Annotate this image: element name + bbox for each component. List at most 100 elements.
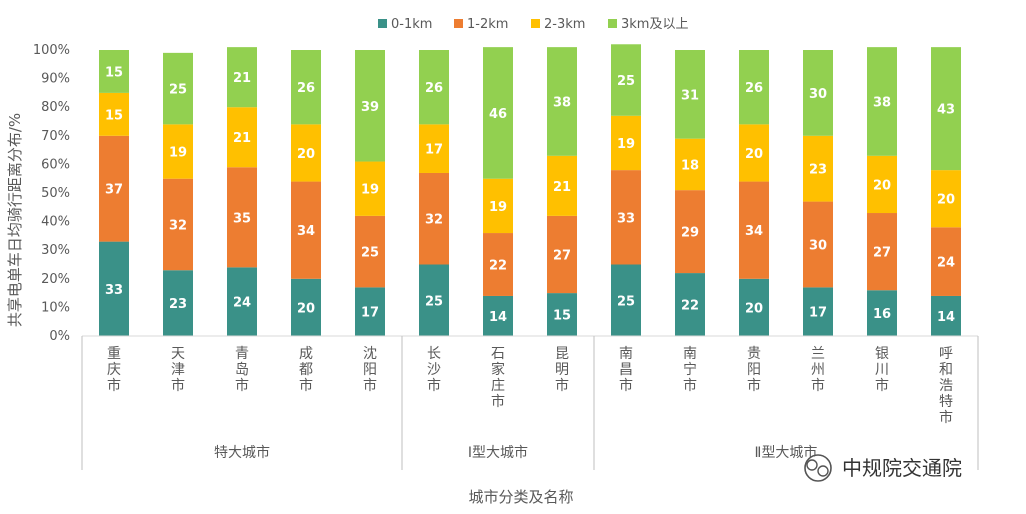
x-axis-title: 城市分类及名称 (468, 488, 573, 506)
data-label: 26 (745, 81, 763, 96)
data-label: 16 (873, 307, 891, 322)
bar-segment (483, 47, 513, 179)
y-tick-label: 70% (41, 129, 70, 144)
bar-segment (355, 161, 385, 216)
data-label: 21 (233, 71, 251, 86)
data-label: 20 (297, 147, 315, 162)
x-tick-label: 昆明市 (555, 346, 569, 394)
data-label: 32 (169, 218, 187, 233)
y-tick-label: 10% (41, 300, 70, 315)
x-tick-label: 重庆市 (107, 346, 121, 394)
bar-segment (611, 264, 641, 336)
data-label: 19 (489, 200, 507, 215)
bar-segment (227, 47, 257, 108)
data-label: 27 (553, 248, 571, 263)
data-label: 38 (553, 95, 571, 110)
bar-segment (867, 290, 897, 336)
data-label: 20 (937, 193, 955, 208)
data-label: 23 (809, 163, 827, 178)
bar-segment (483, 233, 513, 296)
data-label: 30 (809, 238, 827, 253)
x-tick-label: 南宁市 (683, 346, 697, 394)
bar-segment (355, 287, 385, 336)
data-label: 30 (809, 87, 827, 102)
data-label: 27 (873, 246, 891, 261)
data-label: 25 (361, 246, 379, 261)
data-label: 38 (873, 95, 891, 110)
y-tick-label: 40% (41, 215, 70, 230)
bar-segment (611, 115, 641, 171)
legend-label: 0-1km (391, 17, 432, 32)
bar-segment (611, 170, 641, 265)
data-label: 19 (617, 137, 635, 152)
x-tick-label: 成都市 (299, 346, 313, 394)
data-label: 19 (169, 146, 187, 161)
bar-segment (675, 138, 705, 191)
bar-segment (163, 178, 193, 271)
data-label: 22 (489, 259, 507, 274)
bar-segment (739, 124, 769, 182)
legend-swatch (608, 19, 617, 28)
bar-segment (99, 241, 129, 336)
y-tick-label: 90% (41, 72, 70, 87)
bar-segment (739, 50, 769, 125)
data-label: 33 (105, 283, 123, 298)
bar-segment (355, 215, 385, 288)
bar-segment (931, 170, 961, 228)
bar-segment (867, 47, 897, 156)
y-tick-label: 80% (41, 100, 70, 115)
bar-segment (931, 295, 961, 336)
bar-segment (803, 201, 833, 288)
legend-label: 1-2km (467, 17, 508, 32)
x-tick-label: 贵阳市 (747, 346, 761, 394)
data-label: 34 (745, 224, 763, 239)
bar-segment (931, 47, 961, 171)
bar-segment (675, 273, 705, 336)
bar-segment (931, 227, 961, 296)
data-label: 17 (809, 306, 827, 321)
data-label: 14 (489, 310, 507, 325)
bar-segment (611, 44, 641, 116)
data-label: 39 (361, 100, 379, 115)
bar-segment (99, 50, 129, 93)
bar-segment (227, 167, 257, 268)
bar-segment (291, 50, 321, 125)
data-label: 35 (233, 211, 251, 226)
data-label: 24 (233, 296, 251, 311)
data-label: 18 (681, 158, 699, 173)
data-label: 15 (105, 65, 123, 80)
data-label: 24 (937, 256, 955, 271)
data-label: 20 (873, 178, 891, 193)
data-label: 32 (425, 213, 443, 228)
data-label: 26 (297, 81, 315, 96)
data-label: 22 (681, 299, 699, 314)
x-tick-label: 天津市 (171, 346, 185, 394)
bar-segment (163, 52, 193, 125)
data-label: 19 (361, 183, 379, 198)
bars: 33 37 15 15 23 32 19 25 24 35 21 21 20 34 20 26 17 25 19 39… (99, 44, 961, 336)
data-label: 25 (425, 294, 443, 309)
x-tick-label: 沈阳市 (363, 346, 377, 394)
wechat-icon (804, 454, 832, 482)
x-tick-label: 南昌市 (619, 346, 633, 394)
legend-swatch (454, 19, 463, 28)
data-label: 31 (681, 88, 699, 103)
legend-swatch (531, 19, 540, 28)
data-label: 26 (425, 81, 443, 96)
bar-segment (99, 135, 129, 242)
y-tick-label: 50% (41, 186, 70, 201)
bar-segment (419, 264, 449, 336)
data-label: 20 (297, 301, 315, 316)
x-tick-label: 长沙市 (427, 346, 441, 394)
bar-segment (803, 50, 833, 136)
group-label: Ⅰ型大城市 (468, 444, 528, 461)
y-tick-label: 20% (41, 272, 70, 287)
bar-segment (739, 278, 769, 336)
group-label: Ⅱ型大城市 (755, 444, 818, 461)
bar-segment (355, 50, 385, 162)
bar-segment (291, 124, 321, 182)
bar-segment (483, 178, 513, 234)
bar-segment (419, 50, 449, 125)
bar-segment (547, 155, 577, 216)
